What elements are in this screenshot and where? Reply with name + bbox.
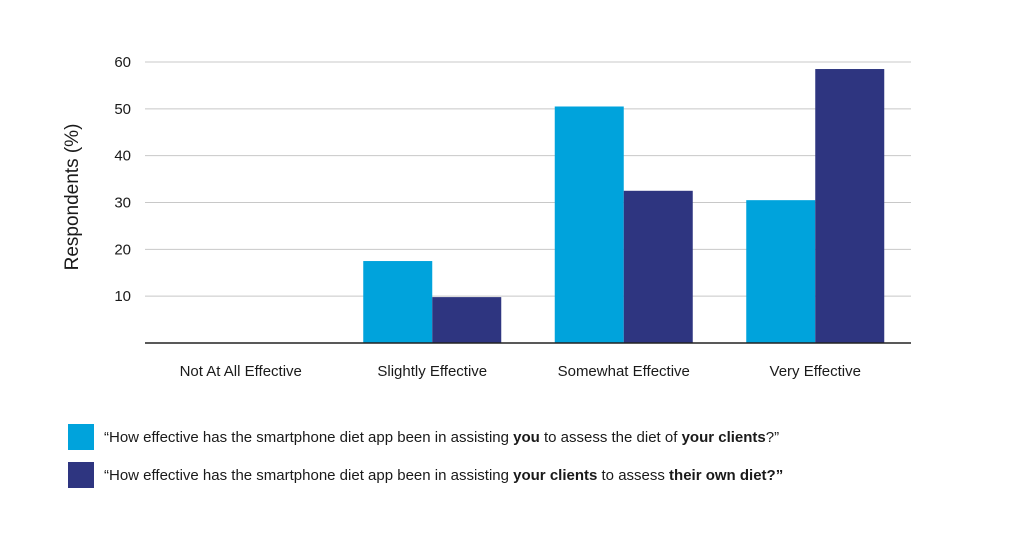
x-tick-labels: Not At All Effective Slightly Effective So… — [180, 363, 861, 380]
y-tick-labels: 10 20 30 40 50 60 — [114, 54, 131, 305]
bars — [363, 69, 885, 344]
legend-swatch-series-2 — [68, 462, 94, 488]
legend-text-part: ?” — [765, 428, 780, 446]
legend-text-part: “How effective has the smartphone diet a… — [104, 466, 514, 484]
legend-text-part: “How effective has the smartphone diet a… — [104, 428, 514, 446]
legend-text-part: your clients — [681, 428, 766, 446]
legend-item-series-1: “How effective has the smartphone diet a… — [68, 422, 783, 452]
y-tick-label: 40 — [114, 148, 131, 165]
bar-series-2-somewhat-effective — [623, 190, 693, 343]
legend-swatch-series-1 — [68, 424, 94, 450]
x-tick-label: Very Effective — [770, 363, 861, 380]
y-tick-label: 20 — [114, 241, 131, 258]
x-tick-label: Slightly Effective — [377, 363, 487, 380]
bar-series-1-slightly-effective — [363, 261, 433, 343]
x-tick-label: Not At All Effective — [180, 363, 302, 380]
y-tick-label: 50 — [114, 101, 131, 118]
legend-text-part: to assess the diet of — [539, 428, 682, 446]
legend-text-part: your clients — [513, 466, 598, 484]
bar-series-2-very-effective — [815, 69, 885, 344]
legend: “How effective has the smartphone diet a… — [68, 422, 783, 498]
legend-text-part: their own diet?” — [669, 466, 784, 484]
legend-item-series-2: “How effective has the smartphone diet a… — [68, 460, 783, 490]
y-tick-label: 60 — [114, 54, 131, 71]
bar-series-1-somewhat-effective — [554, 106, 624, 343]
x-tick-label: Somewhat Effective — [558, 363, 690, 380]
bar-series-1-very-effective — [746, 200, 816, 343]
legend-text-part: you — [513, 428, 540, 446]
y-tick-label: 10 — [114, 288, 131, 305]
legend-label-series-1: “How effective has the smartphone diet a… — [104, 429, 779, 446]
legend-label-series-2: “How effective has the smartphone diet a… — [104, 467, 783, 484]
y-axis-label: Respondents (%) — [62, 124, 83, 271]
y-tick-label: 30 — [114, 195, 131, 212]
legend-text-part: to assess — [597, 466, 670, 484]
bar-series-2-slightly-effective — [432, 297, 502, 343]
